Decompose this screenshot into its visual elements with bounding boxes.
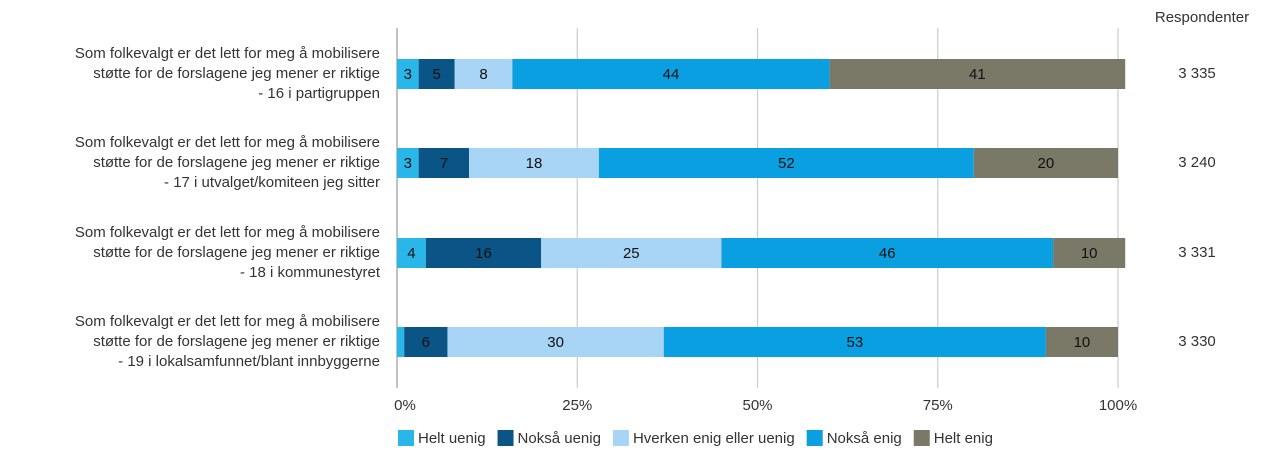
data-label: 6 <box>422 334 430 351</box>
legend-label: Nokså enig <box>827 430 902 447</box>
data-label: 30 <box>547 334 564 351</box>
category-label: støtte for de forslagene jeg mener er ri… <box>93 154 380 171</box>
bar-segment <box>1053 238 1126 268</box>
bar-segment <box>397 59 419 89</box>
category-label: Som folkevalgt er det lett for meg å mob… <box>75 224 380 241</box>
data-label: 10 <box>1074 334 1091 351</box>
category-label: - 17 i utvalget/komiteen jeg sitter <box>164 174 380 191</box>
bar-segment <box>418 59 455 89</box>
data-label: 41 <box>969 66 986 83</box>
bar-segment <box>598 148 974 178</box>
legend-swatch <box>612 430 629 446</box>
bar-segment <box>469 148 599 178</box>
x-tick-label: 0% <box>394 397 416 414</box>
data-label: 3 <box>404 155 412 172</box>
legend-swatch <box>913 430 930 446</box>
bar-segment <box>1045 327 1118 357</box>
x-tick-label: 75% <box>923 397 953 414</box>
legend-label: Helt uenig <box>418 430 486 447</box>
bar-segment <box>418 148 470 178</box>
data-label: 46 <box>879 245 896 262</box>
data-label: 8 <box>479 66 487 83</box>
bar-segment <box>829 59 1126 89</box>
bar-segment <box>721 238 1054 268</box>
bar-segment <box>512 59 830 89</box>
bar-segment <box>663 327 1046 357</box>
data-label: 16 <box>475 245 492 262</box>
data-label: 53 <box>846 334 863 351</box>
category-label: støtte for de forslagene jeg mener er ri… <box>93 244 380 261</box>
data-label: 18 <box>526 155 543 172</box>
x-tick-label: 50% <box>742 397 772 414</box>
category-label: Som folkevalgt er det lett for meg å mob… <box>75 134 380 151</box>
data-label: 25 <box>623 245 640 262</box>
respondents-value: 3 240 <box>1178 154 1216 171</box>
respondents-value: 3 330 <box>1178 333 1216 350</box>
data-label: 7 <box>440 155 448 172</box>
respondents-header: Respondenter <box>1155 9 1249 26</box>
data-label: 3 <box>404 66 412 83</box>
category-label: - 16 i partigruppen <box>258 85 380 102</box>
data-label: 5 <box>432 66 440 83</box>
legend-swatch <box>497 430 514 446</box>
category-label: Som folkevalgt er det lett for meg å mob… <box>75 313 380 330</box>
data-label: 52 <box>778 155 795 172</box>
data-label: 44 <box>663 66 680 83</box>
data-label: 4 <box>407 245 415 262</box>
legend-swatch <box>806 430 823 446</box>
legend-label: Hverken enig eller uenig <box>633 430 795 447</box>
legend-label: Nokså uenig <box>518 430 601 447</box>
bar-segment <box>541 238 722 268</box>
category-label: Som folkevalgt er det lett for meg å mob… <box>75 45 380 62</box>
bar-segment <box>447 327 664 357</box>
bar-segment <box>973 148 1118 178</box>
bar-segment <box>404 327 448 357</box>
legend-swatch <box>398 430 414 446</box>
bar-segment <box>454 59 513 89</box>
bar-segment <box>397 238 426 268</box>
respondents-value: 3 335 <box>1178 65 1216 82</box>
bar-segment <box>425 238 542 268</box>
legend-label: Helt enig <box>934 430 993 447</box>
bar-segment <box>397 148 419 178</box>
x-tick-label: 25% <box>562 397 592 414</box>
category-label: - 19 i lokalsamfunnet/blant innbyggerne <box>118 353 380 370</box>
data-label: 10 <box>1081 245 1098 262</box>
category-label: støtte for de forslagene jeg mener er ri… <box>93 65 380 82</box>
data-label: 20 <box>1038 155 1055 172</box>
bar-segment <box>397 327 405 357</box>
x-tick-label: 100% <box>1099 397 1137 414</box>
category-label: støtte for de forslagene jeg mener er ri… <box>93 333 380 350</box>
respondents-value: 3 331 <box>1178 244 1216 261</box>
category-label: - 18 i kommunestyret <box>240 264 381 281</box>
